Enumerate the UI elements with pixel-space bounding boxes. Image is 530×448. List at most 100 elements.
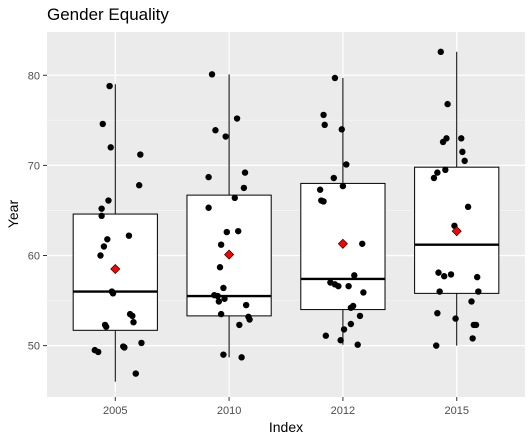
data-point	[437, 48, 444, 56]
data-point	[105, 197, 112, 204]
data-point	[343, 161, 350, 168]
data-point	[435, 269, 442, 276]
data-point	[129, 312, 136, 320]
y-tick-label: 70	[28, 160, 40, 172]
data-point	[320, 111, 327, 119]
data-point	[240, 184, 248, 192]
data-point	[434, 309, 441, 317]
data-point	[330, 174, 337, 182]
data-point	[95, 348, 102, 356]
data-point	[215, 298, 223, 305]
data-point	[469, 335, 476, 342]
data-point	[212, 127, 219, 134]
data-point	[217, 310, 225, 318]
data-point	[433, 342, 440, 349]
data-point	[98, 205, 105, 212]
y-tick-label: 50	[28, 341, 40, 353]
data-point	[137, 151, 144, 158]
y-tick-label: 80	[28, 70, 40, 82]
data-point	[97, 252, 104, 259]
data-point	[360, 289, 367, 296]
data-point	[109, 290, 117, 297]
data-point	[205, 204, 212, 211]
data-point	[208, 71, 216, 78]
data-point	[130, 318, 137, 326]
data-point	[205, 173, 212, 181]
mean-marker	[224, 249, 235, 260]
data-point	[125, 232, 133, 239]
data-point	[475, 288, 482, 295]
y-axis-title: Year	[5, 200, 21, 229]
x-axis-title: Index	[269, 419, 303, 435]
data-point	[337, 337, 344, 344]
x-tick-label: 2005	[103, 405, 127, 417]
data-point	[236, 321, 243, 329]
data-point	[235, 227, 242, 235]
data-point	[220, 351, 227, 358]
data-point	[347, 320, 355, 328]
points-layer	[91, 48, 482, 377]
data-point	[459, 148, 466, 156]
mean-marker	[110, 264, 121, 275]
data-point	[474, 273, 481, 281]
data-point	[452, 315, 459, 322]
data-point	[241, 169, 249, 176]
data-point	[464, 203, 472, 211]
data-point	[472, 321, 480, 329]
data-point	[434, 169, 441, 176]
data-point	[242, 301, 250, 309]
data-point	[102, 323, 110, 330]
data-point	[354, 341, 361, 348]
data-point	[356, 312, 364, 320]
data-point	[98, 212, 105, 220]
data-point	[320, 198, 327, 205]
data-point	[331, 74, 339, 82]
data-point	[220, 284, 227, 292]
data-point	[321, 121, 328, 129]
data-point	[132, 370, 139, 377]
data-point	[138, 339, 145, 347]
data-point	[461, 157, 468, 165]
data-point	[436, 288, 443, 295]
data-point	[335, 282, 342, 290]
data-point	[231, 194, 238, 202]
y-tick-label: 60	[28, 251, 40, 263]
data-point	[359, 240, 366, 247]
data-point	[216, 264, 224, 271]
data-point	[338, 126, 345, 133]
data-point	[443, 135, 450, 142]
data-point	[442, 166, 449, 174]
data-point	[340, 326, 348, 333]
data-point	[222, 133, 229, 140]
data-point	[99, 120, 106, 128]
data-point	[351, 272, 358, 279]
data-point	[217, 241, 225, 248]
axis-layer: 50 60 70 80 2005 2010 2012 2015	[28, 70, 469, 417]
data-point	[233, 115, 241, 122]
data-point	[430, 174, 438, 182]
data-point	[447, 271, 455, 278]
data-point	[106, 82, 113, 90]
data-point	[121, 344, 128, 351]
data-point	[444, 100, 451, 108]
data-point	[339, 182, 347, 190]
data-point	[458, 135, 465, 142]
x-tick-label: 2015	[444, 405, 468, 417]
data-point	[246, 316, 253, 323]
data-point	[223, 228, 231, 236]
data-point	[100, 243, 108, 250]
data-point	[349, 302, 357, 310]
data-point	[104, 236, 111, 243]
chart-title: Gender Equality	[47, 5, 169, 24]
data-point	[345, 282, 352, 290]
data-point	[238, 354, 245, 361]
x-tick-label: 2010	[217, 405, 241, 417]
data-point	[107, 144, 114, 151]
data-point	[316, 186, 324, 193]
mean-marker	[451, 226, 462, 237]
data-point	[221, 295, 228, 302]
mean-marker	[337, 238, 348, 249]
data-point	[440, 273, 448, 280]
